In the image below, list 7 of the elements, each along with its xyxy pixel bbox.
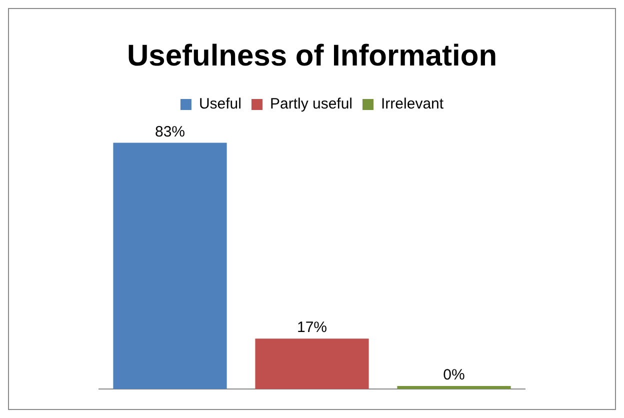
data-label: 0% [443, 366, 465, 384]
legend-label: Partly useful [270, 96, 353, 113]
chart-title: Usefulness of Information [126, 39, 498, 72]
legend-label: Irrelevant [381, 96, 444, 113]
legend-label: Useful [198, 96, 242, 113]
data-label: 17% [296, 319, 328, 336]
data-label: 83% [154, 123, 186, 140]
